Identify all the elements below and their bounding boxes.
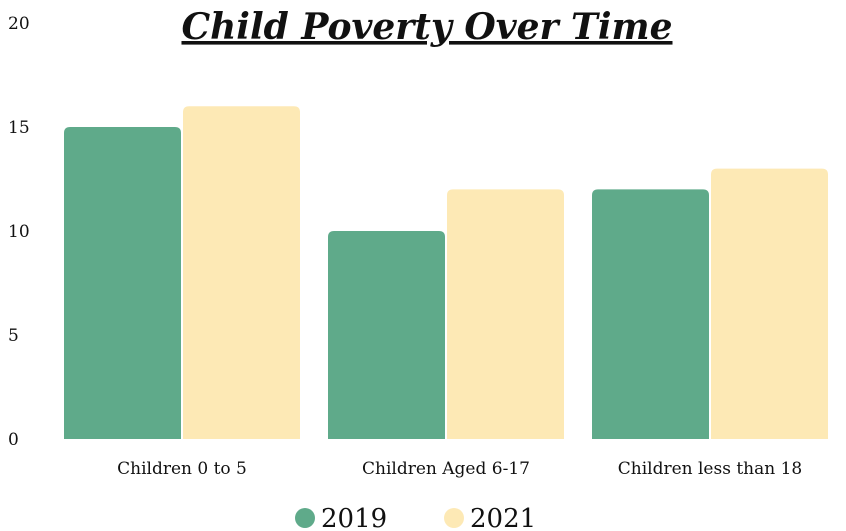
bars (64, 106, 828, 439)
bar-2019-0 (64, 127, 181, 439)
x-axis-labels: Children 0 to 5 Children Aged 6-17 Childre… (117, 459, 802, 479)
legend-label-2021: 2021 (470, 504, 536, 531)
bar-2019-1 (328, 231, 445, 439)
y-axis-ticks: 0 5 10 15 20 (8, 14, 30, 450)
y-tick-label: 0 (8, 430, 19, 450)
y-tick-label: 5 (8, 326, 19, 346)
chart-title: Child Poverty Over Time (181, 6, 672, 48)
bar-2019-2 (592, 189, 709, 439)
x-tick-label: Children Aged 6-17 (362, 459, 530, 479)
x-tick-label: Children less than 18 (618, 459, 803, 479)
x-tick-label: Children 0 to 5 (117, 459, 247, 479)
bar-2021-2 (711, 168, 828, 439)
y-tick-label: 15 (8, 118, 30, 138)
legend-swatch-2021 (444, 508, 464, 528)
bar-2021-1 (447, 189, 564, 439)
y-tick-label: 20 (8, 14, 30, 34)
y-tick-label: 10 (8, 222, 30, 242)
legend-swatch-2019 (295, 508, 315, 528)
bar-2021-0 (183, 106, 300, 439)
legend: 2019 2021 (295, 504, 536, 531)
legend-label-2019: 2019 (321, 504, 387, 531)
